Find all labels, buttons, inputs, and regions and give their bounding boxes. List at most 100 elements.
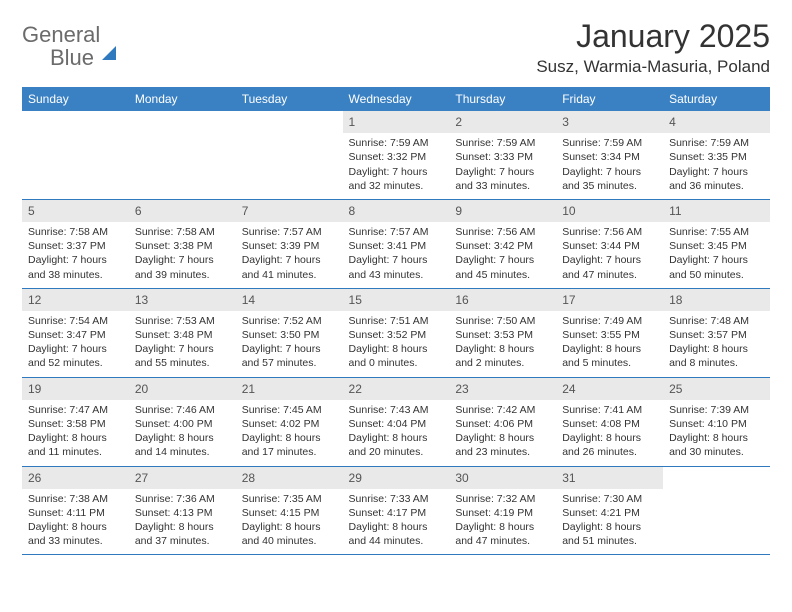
day-number: 11 — [663, 200, 770, 222]
day-body: Sunrise: 7:59 AMSunset: 3:34 PMDaylight:… — [556, 133, 663, 199]
day-detail-line: and 45 minutes. — [455, 268, 550, 282]
day-body: Sunrise: 7:59 AMSunset: 3:33 PMDaylight:… — [449, 133, 556, 199]
day-detail-line: and 38 minutes. — [28, 268, 123, 282]
day-detail-line: and 52 minutes. — [28, 356, 123, 370]
day-detail-line: Daylight: 8 hours — [669, 342, 764, 356]
day-detail-line: Daylight: 7 hours — [349, 253, 444, 267]
day-detail-line: Sunset: 3:37 PM — [28, 239, 123, 253]
day-body: Sunrise: 7:43 AMSunset: 4:04 PMDaylight:… — [343, 400, 450, 466]
day-detail-line: Sunset: 3:35 PM — [669, 150, 764, 164]
day-detail-line: Daylight: 7 hours — [562, 165, 657, 179]
day-detail-line: Sunset: 4:06 PM — [455, 417, 550, 431]
day-detail-line: and 30 minutes. — [669, 445, 764, 459]
calendar-week-row: 26Sunrise: 7:38 AMSunset: 4:11 PMDayligh… — [22, 466, 770, 555]
weekday-header: Friday — [556, 87, 663, 111]
day-detail-line: Sunrise: 7:49 AM — [562, 314, 657, 328]
day-detail-line: Sunset: 3:48 PM — [135, 328, 230, 342]
day-detail-line: Sunset: 4:04 PM — [349, 417, 444, 431]
day-detail-line: Sunset: 3:42 PM — [455, 239, 550, 253]
calendar-day-cell: 22Sunrise: 7:43 AMSunset: 4:04 PMDayligh… — [343, 377, 450, 466]
day-detail-line: Sunrise: 7:36 AM — [135, 492, 230, 506]
day-detail-line: and 57 minutes. — [242, 356, 337, 370]
day-body: Sunrise: 7:50 AMSunset: 3:53 PMDaylight:… — [449, 311, 556, 377]
day-number: 3 — [556, 111, 663, 133]
brand-word-1: General — [22, 22, 100, 47]
calendar-week-row: 1Sunrise: 7:59 AMSunset: 3:32 PMDaylight… — [22, 111, 770, 199]
calendar-day-cell: 16Sunrise: 7:50 AMSunset: 3:53 PMDayligh… — [449, 288, 556, 377]
day-detail-line: and 5 minutes. — [562, 356, 657, 370]
day-detail-line: Sunset: 4:17 PM — [349, 506, 444, 520]
day-detail-line: and 33 minutes. — [455, 179, 550, 193]
calendar-day-cell — [236, 111, 343, 199]
day-detail-line: Sunset: 3:33 PM — [455, 150, 550, 164]
day-body: Sunrise: 7:48 AMSunset: 3:57 PMDaylight:… — [663, 311, 770, 377]
day-number: 31 — [556, 467, 663, 489]
day-detail-line: Sunrise: 7:48 AM — [669, 314, 764, 328]
day-detail-line: and 44 minutes. — [349, 534, 444, 548]
day-body: Sunrise: 7:57 AMSunset: 3:39 PMDaylight:… — [236, 222, 343, 288]
calendar-day-cell: 23Sunrise: 7:42 AMSunset: 4:06 PMDayligh… — [449, 377, 556, 466]
day-detail-line: and 20 minutes. — [349, 445, 444, 459]
day-number: 28 — [236, 467, 343, 489]
calendar-table: Sunday Monday Tuesday Wednesday Thursday… — [22, 87, 770, 555]
day-number: 13 — [129, 289, 236, 311]
day-detail-line: Sunset: 4:11 PM — [28, 506, 123, 520]
day-detail-line: Sunset: 4:00 PM — [135, 417, 230, 431]
calendar-day-cell: 2Sunrise: 7:59 AMSunset: 3:33 PMDaylight… — [449, 111, 556, 199]
day-detail-line: Sunset: 3:39 PM — [242, 239, 337, 253]
day-detail-line: Daylight: 7 hours — [455, 165, 550, 179]
day-body: Sunrise: 7:47 AMSunset: 3:58 PMDaylight:… — [22, 400, 129, 466]
brand-logo: General Blue — [22, 24, 116, 70]
calendar-day-cell: 21Sunrise: 7:45 AMSunset: 4:02 PMDayligh… — [236, 377, 343, 466]
day-detail-line: and 14 minutes. — [135, 445, 230, 459]
day-body: Sunrise: 7:49 AMSunset: 3:55 PMDaylight:… — [556, 311, 663, 377]
day-detail-line: Sunrise: 7:58 AM — [28, 225, 123, 239]
day-detail-line: Daylight: 8 hours — [562, 431, 657, 445]
day-detail-line: Sunset: 4:15 PM — [242, 506, 337, 520]
day-detail-line: and 0 minutes. — [349, 356, 444, 370]
day-detail-line: Daylight: 8 hours — [135, 431, 230, 445]
calendar-page: General Blue January 2025 Susz, Warmia-M… — [0, 0, 792, 612]
day-detail-line: and 51 minutes. — [562, 534, 657, 548]
day-detail-line: Sunrise: 7:46 AM — [135, 403, 230, 417]
weekday-header: Thursday — [449, 87, 556, 111]
day-detail-line: Sunrise: 7:52 AM — [242, 314, 337, 328]
day-detail-line: and 11 minutes. — [28, 445, 123, 459]
day-detail-line: and 32 minutes. — [349, 179, 444, 193]
day-body: Sunrise: 7:32 AMSunset: 4:19 PMDaylight:… — [449, 489, 556, 555]
day-detail-line: Daylight: 7 hours — [135, 342, 230, 356]
day-detail-line: Sunrise: 7:51 AM — [349, 314, 444, 328]
calendar-day-cell — [129, 111, 236, 199]
calendar-day-cell: 9Sunrise: 7:56 AMSunset: 3:42 PMDaylight… — [449, 199, 556, 288]
day-detail-line: Sunset: 3:32 PM — [349, 150, 444, 164]
day-detail-line: and 55 minutes. — [135, 356, 230, 370]
day-body: Sunrise: 7:58 AMSunset: 3:38 PMDaylight:… — [129, 222, 236, 288]
brand-triangle-icon — [102, 29, 116, 60]
day-body: Sunrise: 7:38 AMSunset: 4:11 PMDaylight:… — [22, 489, 129, 555]
calendar-day-cell: 12Sunrise: 7:54 AMSunset: 3:47 PMDayligh… — [22, 288, 129, 377]
day-detail-line: Sunrise: 7:35 AM — [242, 492, 337, 506]
day-detail-line: Sunset: 3:58 PM — [28, 417, 123, 431]
day-detail-line: Sunrise: 7:50 AM — [455, 314, 550, 328]
day-detail-line: Daylight: 7 hours — [28, 253, 123, 267]
day-detail-line: Sunset: 3:38 PM — [135, 239, 230, 253]
brand-text: General Blue — [22, 24, 116, 70]
day-body: Sunrise: 7:59 AMSunset: 3:35 PMDaylight:… — [663, 133, 770, 199]
day-number: 5 — [22, 200, 129, 222]
day-detail-line: and 50 minutes. — [669, 268, 764, 282]
calendar-day-cell: 19Sunrise: 7:47 AMSunset: 3:58 PMDayligh… — [22, 377, 129, 466]
calendar-day-cell: 10Sunrise: 7:56 AMSunset: 3:44 PMDayligh… — [556, 199, 663, 288]
page-header: General Blue January 2025 Susz, Warmia-M… — [22, 18, 770, 77]
day-detail-line: Sunrise: 7:45 AM — [242, 403, 337, 417]
brand-word-2: Blue — [50, 45, 94, 70]
day-number: 9 — [449, 200, 556, 222]
day-body: Sunrise: 7:30 AMSunset: 4:21 PMDaylight:… — [556, 489, 663, 555]
day-detail-line: Sunset: 3:47 PM — [28, 328, 123, 342]
day-detail-line: Daylight: 7 hours — [349, 165, 444, 179]
day-detail-line: Sunset: 3:34 PM — [562, 150, 657, 164]
day-detail-line: Sunrise: 7:39 AM — [669, 403, 764, 417]
day-detail-line: Sunrise: 7:59 AM — [349, 136, 444, 150]
day-number: 30 — [449, 467, 556, 489]
day-detail-line: and 37 minutes. — [135, 534, 230, 548]
day-number: 20 — [129, 378, 236, 400]
